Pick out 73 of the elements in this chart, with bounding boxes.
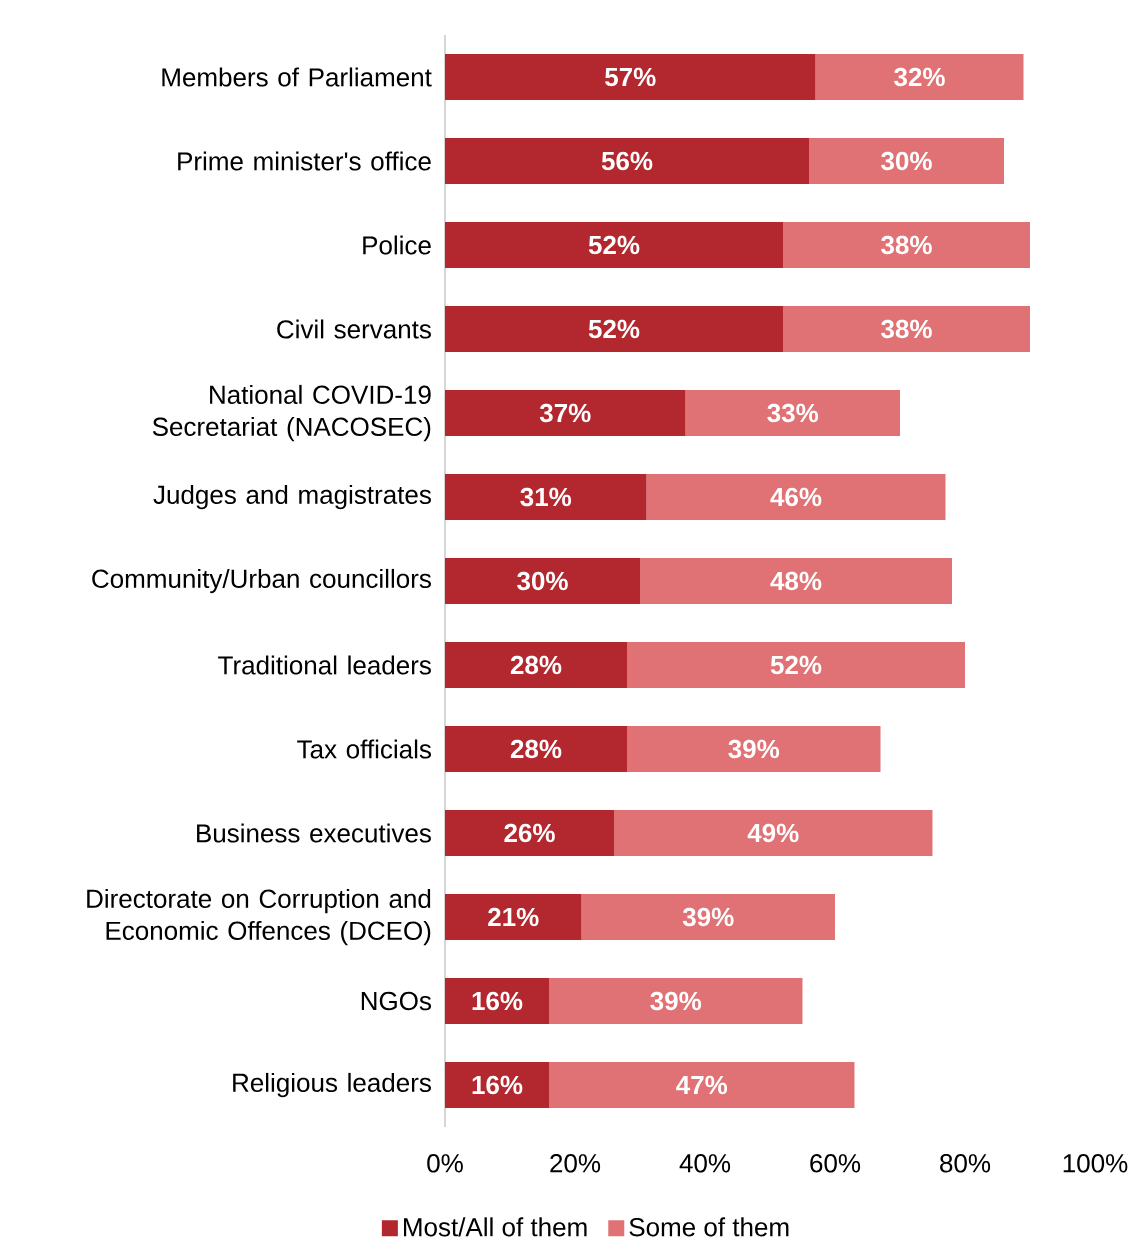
data-label: 38% [881, 235, 932, 255]
y-tick-label: NGOs [361, 991, 432, 1011]
data-label: 21% [488, 907, 539, 927]
bar [581, 894, 835, 941]
bar [627, 642, 965, 689]
y-tick-label: Police [363, 235, 431, 255]
data-label: 52% [770, 655, 822, 675]
x-tick-label: 80% [940, 1154, 991, 1173]
bar [815, 54, 1024, 101]
legend-label: Some of them [629, 1217, 789, 1237]
y-tick-label: Judges and magistrates [153, 484, 431, 510]
data-label: 39% [682, 907, 734, 927]
data-label: 39% [650, 991, 702, 1011]
bar [809, 138, 1004, 185]
x-tick-label: 60% [810, 1154, 861, 1173]
data-label: 47% [676, 1075, 728, 1095]
bar [627, 726, 881, 773]
y-tick-label: National COVID-19 Secretariat (NACOSEC) [152, 384, 431, 442]
bar [783, 222, 1030, 269]
data-label: 39% [728, 739, 780, 759]
data-label: 30% [517, 571, 568, 591]
bar [640, 558, 952, 605]
bar [444, 54, 816, 101]
bar [646, 474, 946, 521]
data-label: 38% [881, 319, 932, 339]
x-tick-label: 100% [1063, 1154, 1128, 1173]
bar [444, 222, 783, 269]
x-tick-label: 20% [550, 1154, 601, 1173]
y-tick-label: Civil servants [277, 319, 431, 339]
data-label: 49% [747, 823, 799, 843]
y-tick-label: Religious leaders [233, 1072, 431, 1098]
y-tick-label: Community/Urban councillors [92, 568, 431, 594]
data-label: 48% [770, 571, 822, 591]
x-tick-label: 0% [427, 1154, 463, 1173]
data-label: 28% [510, 655, 562, 675]
data-label: 31% [520, 487, 572, 507]
bar [444, 642, 627, 689]
data-label: 28% [510, 739, 562, 759]
data-label: 57% [605, 67, 656, 87]
y-tick-label: Tax officials [297, 739, 431, 759]
data-label: 52% [588, 235, 640, 255]
x-tick-label: 40% [679, 1154, 731, 1173]
y-tick-label: Prime minister's office [178, 151, 431, 171]
bar [685, 390, 900, 437]
bar [444, 558, 640, 605]
legend-label: Most/All of them [404, 1217, 587, 1237]
bar [444, 894, 582, 941]
data-label: 56% [601, 151, 653, 171]
data-label: 33% [767, 403, 819, 423]
data-label: 26% [504, 823, 555, 843]
bar [549, 978, 803, 1025]
data-label: 16% [472, 991, 523, 1011]
data-label: 16% [472, 1075, 523, 1095]
data-label: 32% [894, 67, 945, 87]
y-tick-label: Members of Parliament [162, 67, 432, 87]
bar [444, 138, 809, 185]
data-label: 30% [881, 151, 932, 171]
bar [549, 1062, 855, 1109]
bar [783, 306, 1030, 353]
y-tick-label: Traditional leaders [218, 655, 431, 675]
bar [444, 810, 614, 857]
bar [444, 474, 647, 521]
y-tick-label: Directorate on Corruption and Economic Offences (DCEO) [87, 888, 431, 946]
data-label: 37% [539, 403, 591, 423]
bar [614, 810, 933, 857]
data-label: 46% [770, 487, 822, 507]
bar [444, 1062, 549, 1109]
data-label: 52% [588, 319, 640, 339]
bar [444, 390, 686, 437]
bar [444, 306, 783, 353]
bar [444, 978, 549, 1025]
y-tick-label: Business executives [197, 823, 431, 843]
bar [444, 726, 627, 773]
